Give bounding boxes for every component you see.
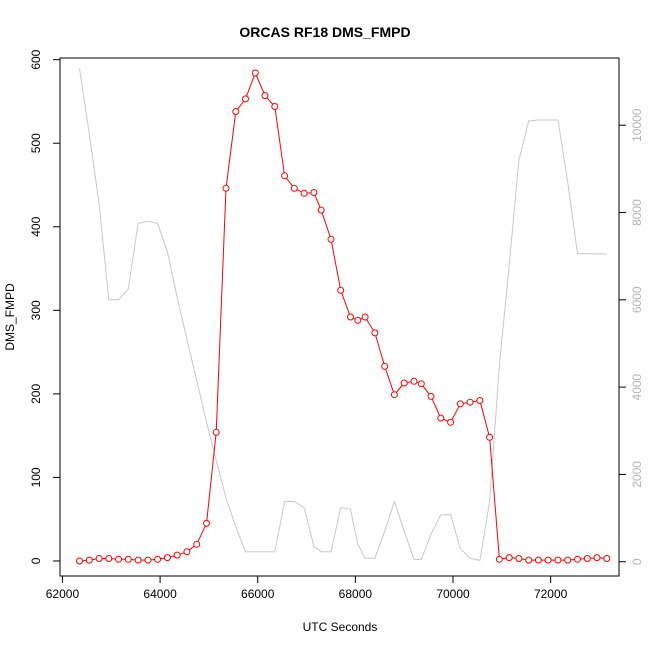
data-point [327,235,335,243]
data-point [525,556,533,564]
data-point [193,540,201,548]
data-point [400,379,408,387]
data-point [505,554,513,562]
data-point [144,556,152,564]
data-point [447,418,455,426]
data-point [251,69,259,77]
y2-tick-label: 2000 [630,461,644,488]
chart-title: ORCAS RF18 DMS_FMPD [239,24,410,40]
data-point [476,397,484,404]
data-point [261,92,269,100]
y-tick-label: 600 [29,49,43,69]
data-point [603,555,611,562]
data-point [466,398,474,406]
y-tick-label: 0 [29,557,43,564]
data-point [300,189,308,197]
data-point [354,316,362,324]
y2-tick-label: 0 [630,558,644,565]
data-point [515,555,523,562]
data-point [417,380,425,388]
data-point [154,555,162,563]
data-point [337,286,345,294]
data-point [173,551,181,559]
data-point [361,313,369,321]
data-point [222,184,230,192]
x-tick-label: 64000 [143,587,177,601]
y2-tick-label: 4000 [630,373,644,400]
data-point [310,189,318,196]
left-axis-series-line [79,71,607,562]
data-point [271,103,279,110]
plot-frame [59,57,620,577]
right-axis-series-group [79,68,607,562]
data-point [134,556,142,564]
data-point [495,555,503,563]
data-point [232,108,240,115]
y-tick-label: 500 [29,133,43,153]
data-point [203,519,210,527]
data-point [242,95,249,103]
x-tick-label: 66000 [241,587,275,601]
data-point [115,555,123,563]
data-point [347,313,354,321]
data-point [183,548,191,556]
data-point [390,391,398,399]
data-point [410,377,418,385]
data-point [371,329,379,337]
data-point [290,184,298,192]
data-point [456,400,464,408]
axes-group: 62000 64000 66000 68000 70000 72000 0 100 200 300… [29,49,644,601]
y2-tick-label: 8000 [630,199,644,226]
data-point [564,556,572,564]
data-point [317,206,325,214]
y-tick-label: 100 [29,467,43,487]
y2-tick-label: 10000 [630,108,644,142]
right-axis-series-line [79,68,607,562]
x-tick-label: 72000 [534,587,568,601]
data-point [554,556,562,564]
left-axis-series-group [76,69,611,565]
data-point [163,554,171,562]
data-point [574,555,581,563]
data-point [534,556,542,564]
y-axis-label: DMS_FMPD [3,283,17,351]
data-point [281,172,289,180]
data-point [95,555,103,562]
y2-tick-label: 6000 [630,286,644,313]
data-point [427,392,435,400]
data-point [124,555,132,563]
data-point [544,556,552,564]
data-point [593,554,601,562]
data-point [486,433,494,441]
y-tick-label: 400 [29,216,43,236]
data-point [212,428,220,436]
data-point [583,555,591,562]
y-tick-label: 300 [29,300,43,320]
data-point [85,556,93,564]
x-tick-label: 62000 [46,587,80,601]
data-point [437,414,445,422]
x-axis-label: UTC Seconds [303,620,378,634]
data-point [381,362,389,370]
data-point [105,555,113,562]
data-point [76,557,83,565]
x-tick-label: 70000 [436,587,470,601]
x-tick-label: 68000 [339,587,373,601]
y-tick-label: 200 [29,384,43,404]
